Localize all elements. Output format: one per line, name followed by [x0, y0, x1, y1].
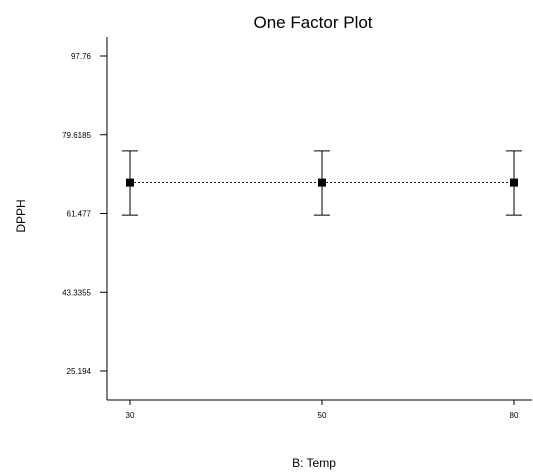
x-tick-label: 30 [126, 411, 135, 420]
x-tick-label: 80 [510, 411, 519, 420]
x-axis-label: B: Temp [292, 456, 336, 470]
data-points [122, 150, 522, 216]
y-axis-ticks: 25.194 43.3355 61.477 79.6185 97.76 [62, 52, 107, 376]
y-tick-label: 61.477 [67, 210, 92, 219]
y-axis-label: DPPH [14, 199, 28, 232]
x-axis-ticks: 30 50 80 [126, 400, 519, 420]
y-tick-label: 79.6185 [62, 131, 91, 140]
y-tick-label: 25.194 [67, 367, 92, 376]
y-tick-label: 97.76 [71, 52, 92, 61]
x-tick-label: 50 [318, 411, 327, 420]
y-tick-label: 43.3355 [62, 288, 91, 297]
mean-marker [510, 178, 518, 187]
chart-title: One Factor Plot [253, 13, 372, 32]
mean-marker [126, 178, 134, 187]
mean-marker [318, 178, 326, 187]
